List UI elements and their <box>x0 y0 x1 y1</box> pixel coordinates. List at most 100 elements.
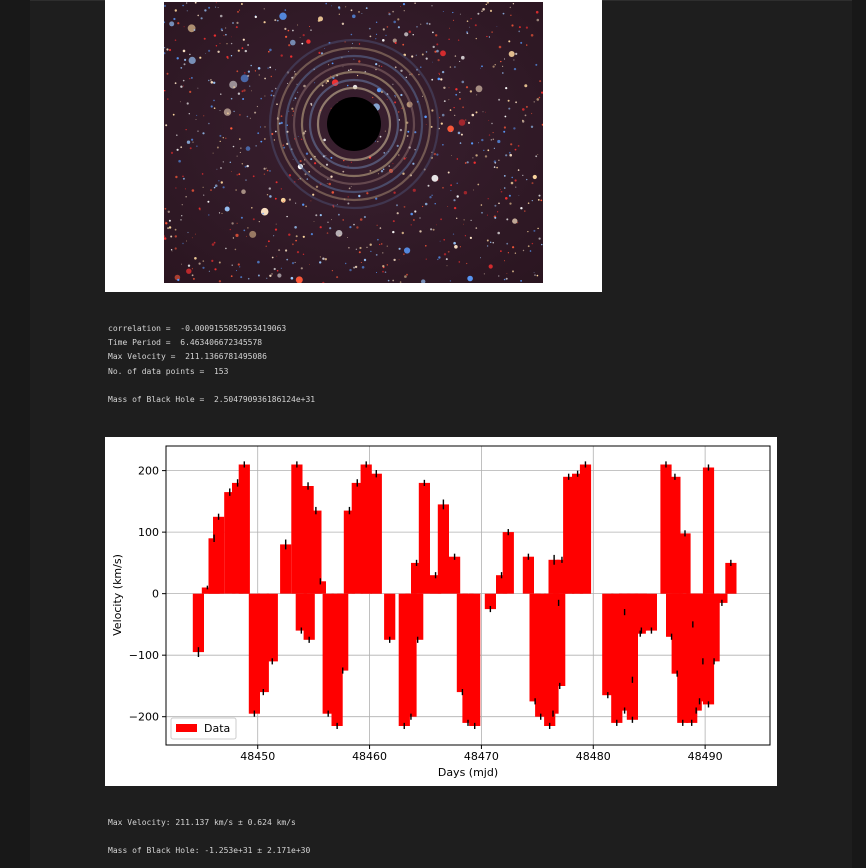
star <box>481 211 483 214</box>
x-axis-label: Days (mjd) <box>438 766 498 779</box>
star <box>535 63 538 66</box>
star <box>449 27 451 29</box>
star <box>264 126 266 128</box>
star <box>396 204 398 207</box>
star <box>502 12 505 15</box>
star <box>360 262 362 263</box>
star <box>504 115 507 118</box>
star <box>494 64 496 66</box>
star <box>532 174 537 180</box>
star <box>526 178 528 181</box>
star <box>540 199 543 202</box>
star <box>182 175 184 177</box>
star <box>436 153 439 156</box>
star <box>535 10 539 14</box>
star <box>513 59 515 61</box>
star <box>398 259 400 261</box>
scrollbar-track[interactable] <box>852 0 866 868</box>
star <box>349 226 352 229</box>
star <box>303 163 305 165</box>
star <box>538 237 541 240</box>
star <box>260 207 269 216</box>
star <box>490 241 492 243</box>
star <box>441 113 445 117</box>
star <box>290 55 293 58</box>
star <box>310 29 312 31</box>
star <box>211 243 215 246</box>
star <box>488 36 490 38</box>
star <box>379 243 381 246</box>
star <box>400 69 403 73</box>
star <box>382 28 385 31</box>
bar <box>548 559 560 594</box>
star <box>492 242 494 244</box>
output-line: Max Velocity: 211.137 km/s ± 0.624 km/s <box>108 818 296 827</box>
star <box>325 2 327 5</box>
bar <box>602 593 614 696</box>
star <box>229 80 238 89</box>
star <box>348 69 350 72</box>
output-line: Mass of Black Hole: -1.253e+31 ± 2.171e+… <box>108 846 311 856</box>
star <box>167 210 170 213</box>
star <box>410 212 413 216</box>
stream-output-2: Max Velocity: 211.137 km/s ± 0.624 km/s … <box>108 816 310 859</box>
star <box>325 163 329 166</box>
star <box>403 253 405 256</box>
star <box>452 233 455 235</box>
star <box>241 47 244 50</box>
star <box>457 131 461 135</box>
star <box>177 278 180 282</box>
star <box>181 263 182 265</box>
star <box>416 26 418 28</box>
star <box>503 130 506 133</box>
star <box>388 13 391 16</box>
star <box>191 268 193 270</box>
star <box>236 270 237 272</box>
star <box>498 45 502 49</box>
star <box>220 28 223 31</box>
star <box>172 113 175 116</box>
star <box>480 257 481 259</box>
x-tick-label: 48470 <box>464 750 499 763</box>
event-horizon <box>327 97 381 151</box>
star <box>447 171 450 174</box>
star <box>164 21 166 24</box>
star <box>412 162 415 165</box>
star <box>347 196 349 198</box>
star <box>376 224 378 226</box>
star <box>243 89 246 92</box>
star <box>168 48 172 52</box>
star <box>169 21 175 27</box>
star <box>394 95 396 97</box>
star <box>269 170 271 172</box>
star <box>459 13 461 15</box>
star <box>526 44 528 46</box>
star <box>440 78 443 81</box>
star <box>361 13 363 15</box>
star <box>218 261 221 264</box>
star <box>188 113 190 115</box>
star <box>258 74 260 76</box>
bar <box>484 593 496 610</box>
star <box>210 105 213 108</box>
star <box>414 131 417 134</box>
star <box>328 64 329 66</box>
star <box>292 159 294 160</box>
star <box>448 38 450 40</box>
star <box>315 185 319 188</box>
star <box>352 14 356 19</box>
star <box>310 233 313 236</box>
star <box>236 21 239 24</box>
star <box>215 45 218 47</box>
star <box>358 43 361 45</box>
star <box>401 231 404 235</box>
star <box>420 66 422 68</box>
star <box>462 106 464 109</box>
star <box>210 79 212 81</box>
star <box>297 178 299 180</box>
star <box>422 205 424 208</box>
star <box>382 168 385 171</box>
star <box>450 190 452 192</box>
star <box>513 127 516 130</box>
star <box>464 235 466 237</box>
